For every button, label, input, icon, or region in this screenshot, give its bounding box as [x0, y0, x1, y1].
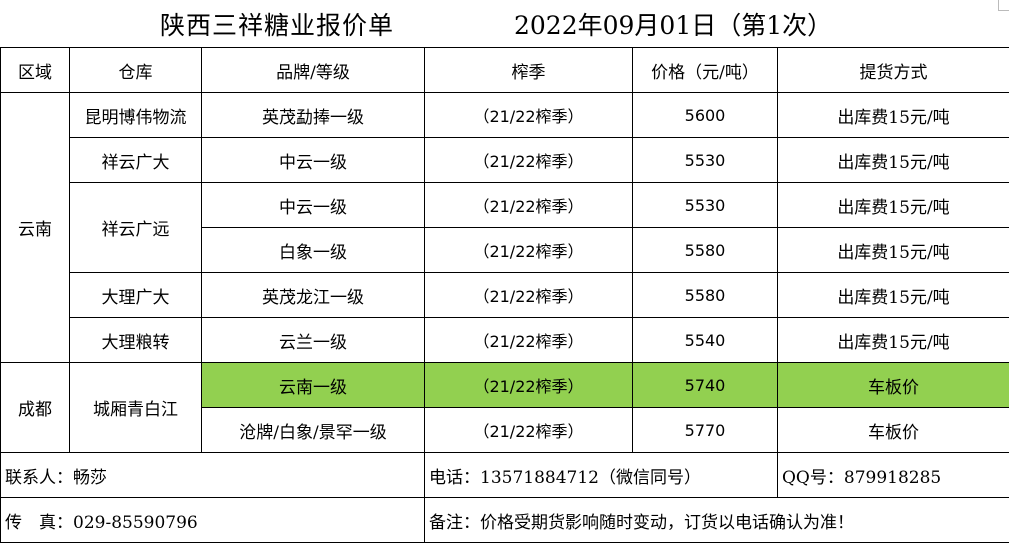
price-cell: 5580: [633, 273, 778, 318]
warehouse-cell: 大理广大: [70, 273, 202, 318]
delivery-cell: 出库费15元/吨: [778, 93, 1009, 138]
warehouse-cell: 祥云广远: [70, 183, 202, 273]
table-row: 大理粮转 云兰一级 （21/22榨季） 5540 出库费15元/吨: [1, 318, 1009, 363]
season-cell-highlighted: （21/22榨季）: [425, 363, 633, 408]
season-cell: （21/22榨季）: [425, 408, 633, 453]
quote-date: 2022年09月01日（第1次）: [514, 6, 832, 42]
season-cell: （21/22榨季）: [425, 183, 633, 228]
table-row: 成都 城厢青白江 云南一级 （21/22榨季） 5740 车板价: [1, 363, 1009, 408]
season-cell: （21/22榨季）: [425, 228, 633, 273]
price-cell: 5580: [633, 228, 778, 273]
warehouse-cell: 大理粮转: [70, 318, 202, 363]
header-brand: 品牌/等级: [202, 48, 425, 93]
brand-cell: 云兰一级: [202, 318, 425, 363]
brand-cell: 中云一级: [202, 138, 425, 183]
brand-cell: 英茂勐捧一级: [202, 93, 425, 138]
delivery-cell: 出库费15元/吨: [778, 228, 1009, 273]
price-cell: 5600: [633, 93, 778, 138]
price-note: 备注：价格受期货影响随时变动，订货以电话确认为准！: [425, 498, 1009, 543]
price-cell: 5530: [633, 138, 778, 183]
season-cell: （21/22榨季）: [425, 318, 633, 363]
contact-person: 联系人：畅莎: [1, 453, 425, 498]
warehouse-cell: 昆明博伟物流: [70, 93, 202, 138]
header-delivery: 提货方式: [778, 48, 1009, 93]
delivery-cell: 出库费15元/吨: [778, 318, 1009, 363]
brand-cell: 沧牌/白象/景罕一级: [202, 408, 425, 453]
delivery-cell: 出库费15元/吨: [778, 273, 1009, 318]
table-row: 祥云广远 中云一级 （21/22榨季） 5530 出库费15元/吨: [1, 183, 1009, 228]
price-cell-highlighted: 5740: [633, 363, 778, 408]
price-cell: 5540: [633, 318, 778, 363]
warehouse-cell: 城厢青白江: [70, 363, 202, 453]
brand-cell-highlighted: 云南一级: [202, 363, 425, 408]
page-title: 陕西三祥糖业报价单: [160, 6, 394, 42]
footer-row: 传 真：029-85590796 备注：价格受期货影响随时变动，订货以电话确认为…: [1, 498, 1009, 543]
brand-cell: 白象一级: [202, 228, 425, 273]
footer-row: 联系人：畅莎 电话：13571884712（微信同号） QQ号：87991828…: [1, 453, 1009, 498]
header-price: 价格（元/吨）: [633, 48, 778, 93]
delivery-cell-highlighted: 车板价: [778, 363, 1009, 408]
season-cell: （21/22榨季）: [425, 93, 633, 138]
table-row: 云南 昆明博伟物流 英茂勐捧一级 （21/22榨季） 5600 出库费15元/吨: [1, 93, 1009, 138]
table-row: 祥云广大 中云一级 （21/22榨季） 5530 出库费15元/吨: [1, 138, 1009, 183]
table-header: 区域 仓库 品牌/等级 榨季 价格（元/吨） 提货方式: [1, 48, 1009, 93]
region-cell: 成都: [1, 363, 70, 453]
season-cell: （21/22榨季）: [425, 138, 633, 183]
brand-cell: 中云一级: [202, 183, 425, 228]
title-row: 陕西三祥糖业报价单 2022年09月01日（第1次）: [0, 0, 1009, 47]
contact-fax: 传 真：029-85590796: [1, 498, 425, 543]
header-warehouse: 仓库: [70, 48, 202, 93]
brand-cell: 英茂龙江一级: [202, 273, 425, 318]
contact-phone: 电话：13571884712（微信同号）: [425, 453, 778, 498]
table-row: 大理广大 英茂龙江一级 （21/22榨季） 5580 出库费15元/吨: [1, 273, 1009, 318]
warehouse-cell: 祥云广大: [70, 138, 202, 183]
season-cell: （21/22榨季）: [425, 273, 633, 318]
price-cell: 5770: [633, 408, 778, 453]
delivery-cell: 出库费15元/吨: [778, 138, 1009, 183]
sheet-corner: [998, 0, 1009, 11]
delivery-cell: 车板价: [778, 408, 1009, 453]
header-region: 区域: [1, 48, 70, 93]
price-table: 区域 仓库 品牌/等级 榨季 价格（元/吨） 提货方式 云南 昆明博伟物流 英茂…: [0, 47, 1009, 543]
region-cell: 云南: [1, 93, 70, 363]
contact-qq: QQ号：879918285: [778, 453, 1009, 498]
header-season: 榨季: [425, 48, 633, 93]
delivery-cell: 出库费15元/吨: [778, 183, 1009, 228]
price-cell: 5530: [633, 183, 778, 228]
